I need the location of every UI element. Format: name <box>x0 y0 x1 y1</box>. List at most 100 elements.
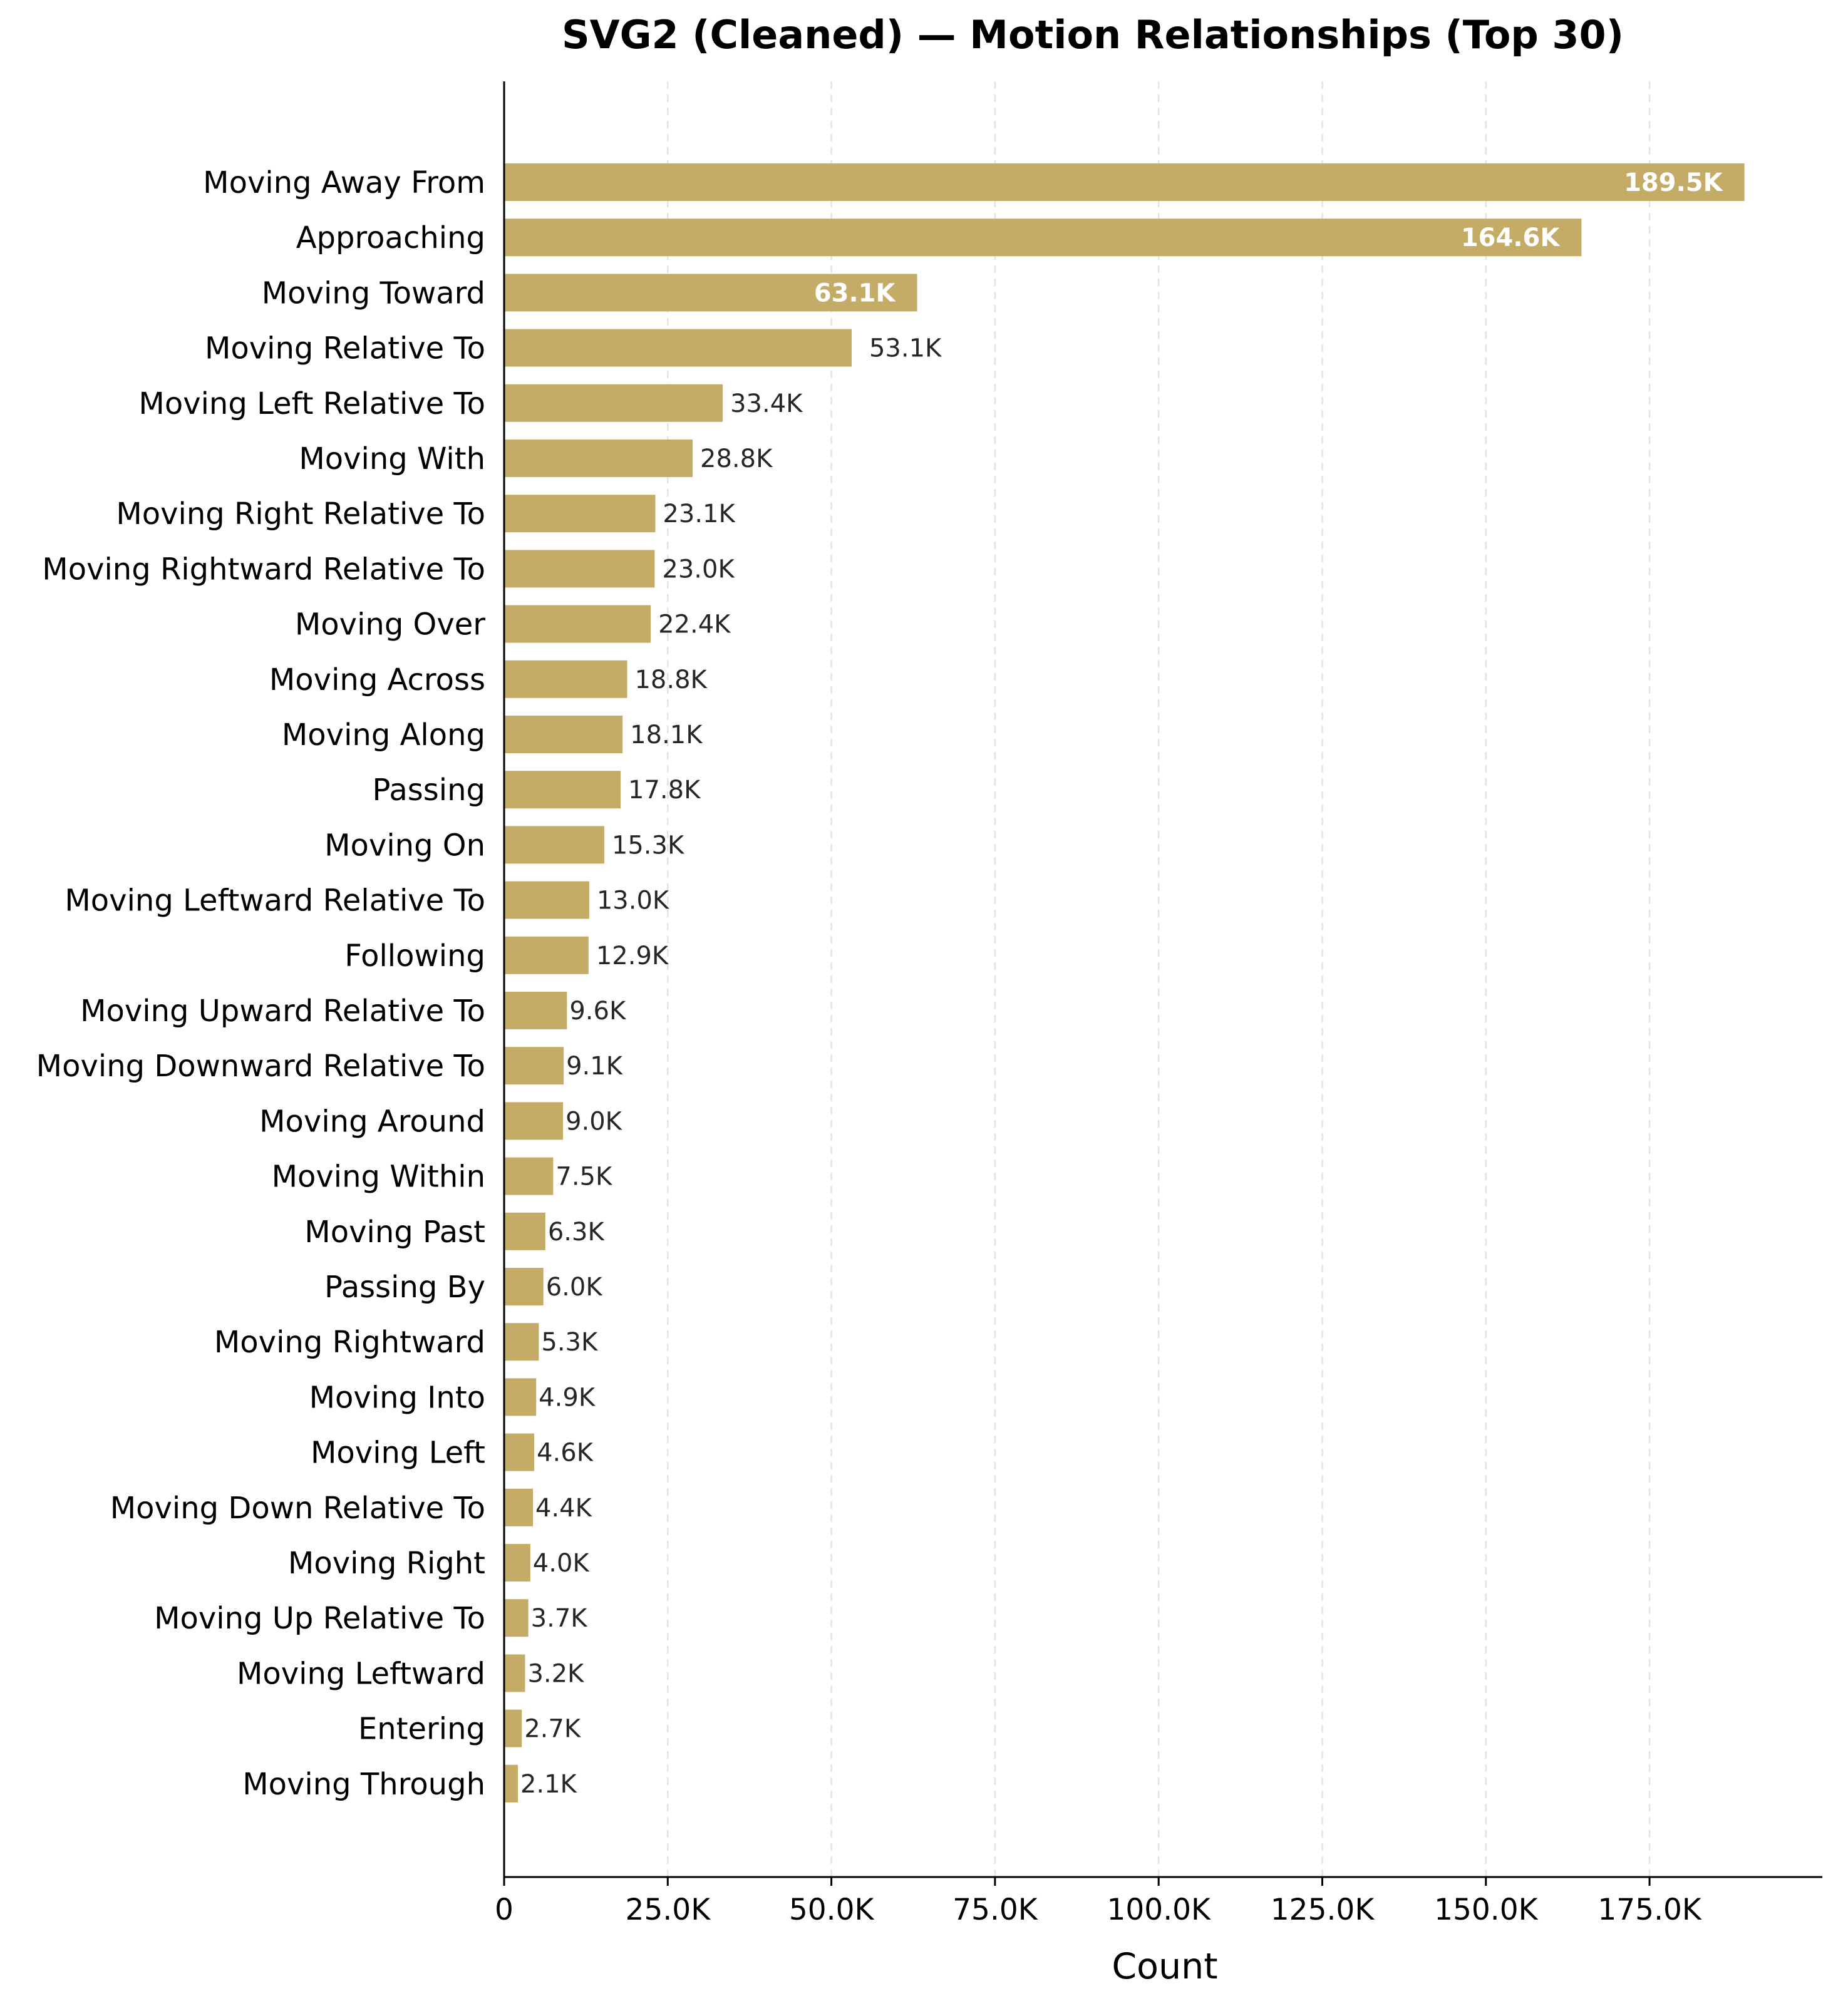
category-label: Moving Down Relative To <box>110 1491 485 1526</box>
chart-title: SVG2 (Cleaned) — Motion Relationships (T… <box>562 12 1624 58</box>
category-label: Moving Along <box>282 718 485 753</box>
value-label: 3.2K <box>527 1659 585 1688</box>
bar <box>504 329 852 367</box>
bar <box>504 495 656 533</box>
x-tick-label: 25.0K <box>626 1893 711 1927</box>
bar <box>504 219 1582 257</box>
category-labels: Moving Away From Approaching Moving Toward… <box>36 165 486 1802</box>
bar <box>504 1323 539 1361</box>
category-label: Moving Into <box>309 1380 485 1415</box>
category-label: Moving On <box>324 828 485 863</box>
value-label: 6.3K <box>548 1218 606 1247</box>
bar <box>504 1764 518 1803</box>
bar <box>504 716 623 753</box>
value-label: 9.0K <box>565 1107 623 1136</box>
x-tick-label: 100.0K <box>1107 1893 1211 1927</box>
bar <box>504 1212 545 1250</box>
bar <box>504 660 627 698</box>
category-label: Moving Within <box>272 1160 485 1195</box>
value-label: 4.9K <box>539 1383 596 1412</box>
bars <box>504 163 1745 1803</box>
value-label: 2.7K <box>524 1715 582 1744</box>
axes: 0 25.0K 50.0K 75.0K 100.0K 125.0K 150.0K 175.0K <box>495 81 1822 1927</box>
bar <box>504 163 1745 201</box>
value-label: 5.3K <box>541 1328 599 1357</box>
category-label: Moving With <box>299 441 485 476</box>
category-label: Passing By <box>324 1270 485 1305</box>
bar <box>504 1268 544 1305</box>
x-tick-label: 175.0K <box>1598 1893 1702 1927</box>
category-label: Moving Around <box>259 1104 485 1139</box>
bar <box>504 1157 554 1195</box>
category-label: Moving Up Relative To <box>154 1601 485 1636</box>
bar <box>504 274 917 312</box>
category-label: Moving Relative To <box>205 331 485 366</box>
value-label: 15.3K <box>612 831 685 860</box>
bar <box>504 992 567 1029</box>
value-label: 22.4K <box>658 610 731 639</box>
category-label: Moving Across <box>269 662 485 697</box>
category-label: Moving Right <box>288 1546 485 1581</box>
category-label: Moving Rightward Relative To <box>42 552 485 587</box>
bar <box>504 440 693 477</box>
value-labels: 189.5K 164.6K 63.1K 53.1K 33.4K 28.8K 23.1K 23.… <box>520 168 1724 1799</box>
bar <box>504 1047 564 1085</box>
value-label: 4.6K <box>537 1439 594 1468</box>
value-label: 9.6K <box>569 997 627 1026</box>
category-label: Moving Toward <box>262 275 485 311</box>
bar <box>504 771 621 809</box>
value-label: 3.7K <box>531 1604 589 1633</box>
value-label: 189.5K <box>1624 168 1724 197</box>
value-label: 12.9K <box>596 942 669 970</box>
x-axis-title: Count <box>1112 1946 1217 1987</box>
value-label: 164.6K <box>1461 224 1561 252</box>
category-label: Moving Left <box>311 1436 485 1471</box>
bar <box>504 1378 537 1416</box>
bar <box>504 1102 564 1140</box>
category-label: Moving Left Relative To <box>138 386 485 421</box>
bar <box>504 1654 525 1692</box>
value-label: 13.0K <box>597 887 670 915</box>
bar <box>504 550 655 588</box>
category-label: Moving Away From <box>203 165 485 200</box>
x-tick-label: 0 <box>495 1893 514 1927</box>
bar <box>504 826 604 864</box>
value-label: 33.4K <box>730 389 803 418</box>
value-label: 7.5K <box>555 1163 613 1191</box>
category-label: Moving Through <box>242 1767 485 1802</box>
category-label: Moving Upward Relative To <box>80 994 485 1029</box>
bar <box>504 936 589 974</box>
value-label: 17.8K <box>628 776 701 805</box>
value-label: 23.1K <box>663 500 736 528</box>
value-label: 18.8K <box>634 666 708 694</box>
x-tick-label: 125.0K <box>1271 1893 1375 1927</box>
value-label: 2.1K <box>520 1770 578 1799</box>
value-label: 23.0K <box>662 555 735 584</box>
bar <box>504 384 723 422</box>
gridlines <box>667 81 1651 1877</box>
value-label: 4.4K <box>535 1494 593 1523</box>
bar <box>504 881 589 919</box>
category-label: Moving Past <box>304 1215 485 1250</box>
x-tick-label: 50.0K <box>789 1893 875 1927</box>
value-label: 4.0K <box>533 1549 591 1578</box>
category-label: Moving Rightward <box>214 1325 485 1360</box>
bar <box>504 1488 533 1526</box>
category-label: Approaching <box>296 220 485 255</box>
category-label: Entering <box>358 1712 485 1747</box>
value-label: 9.1K <box>566 1052 624 1081</box>
bar <box>504 1709 522 1747</box>
bar <box>504 1599 529 1637</box>
value-label: 53.1K <box>869 334 942 363</box>
bar <box>504 1433 535 1471</box>
value-label: 18.1K <box>630 721 703 749</box>
bar <box>504 605 651 643</box>
category-label: Moving Over <box>295 607 485 642</box>
x-tick-label: 75.0K <box>952 1893 1038 1927</box>
category-label: Moving Leftward Relative To <box>65 883 485 918</box>
value-label: 63.1K <box>814 279 897 307</box>
value-label: 28.8K <box>700 445 773 473</box>
x-tick-label: 150.0K <box>1434 1893 1539 1927</box>
